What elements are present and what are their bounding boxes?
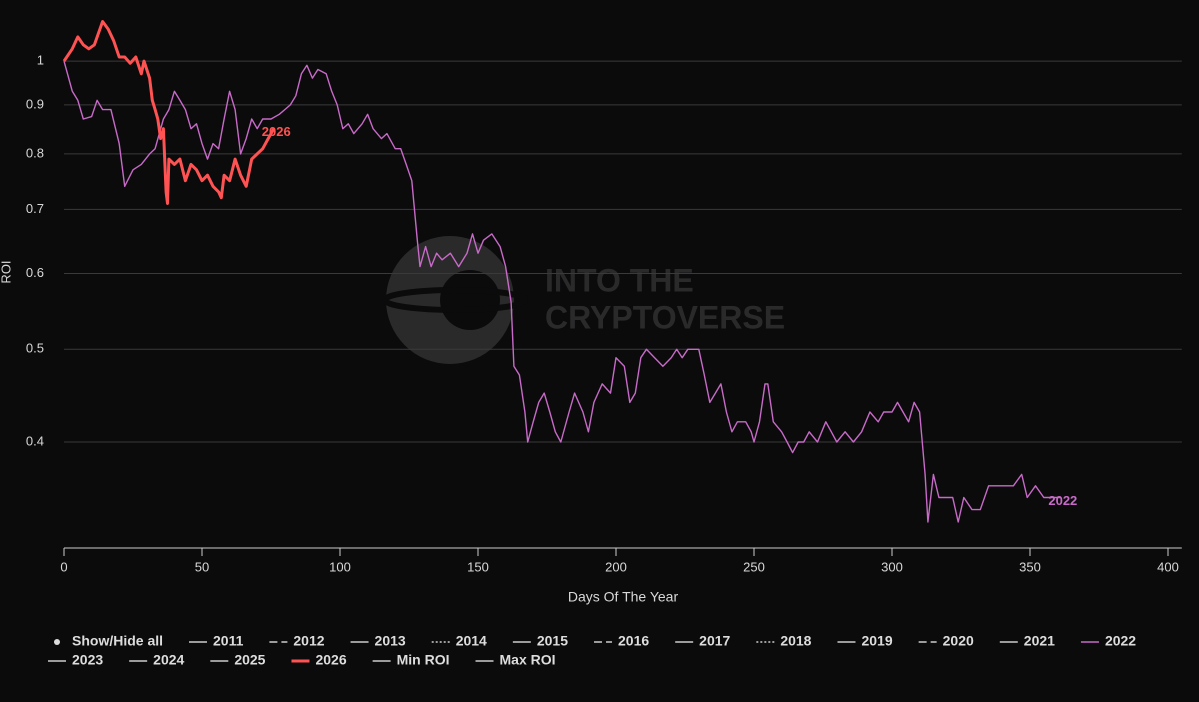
legend-item[interactable]: 2020 xyxy=(918,633,974,649)
x-tick-label: 250 xyxy=(743,559,765,574)
legend-item[interactable]: Max ROI xyxy=(475,652,556,668)
legend-item[interactable]: 2023 xyxy=(48,652,103,668)
watermark-text: INTO THE xyxy=(545,262,694,298)
legend-text: 2013 xyxy=(375,633,406,649)
legend-text: 2011 xyxy=(213,633,244,649)
y-tick-label: 0.4 xyxy=(26,433,44,448)
legend-item[interactable]: 2017 xyxy=(675,633,731,649)
y-tick-label: 0.9 xyxy=(26,96,44,111)
x-tick-label: 400 xyxy=(1157,559,1179,574)
legend-item[interactable]: 2015 xyxy=(512,633,568,649)
legend-item[interactable]: 2026 xyxy=(291,652,347,668)
legend-item[interactable]: 2022 xyxy=(1080,633,1136,649)
series-end-label: 2026 xyxy=(262,124,291,139)
legend-item[interactable]: 2025 xyxy=(210,652,266,668)
x-tick-label: 350 xyxy=(1019,559,1041,574)
legend-item[interactable]: 2024 xyxy=(129,652,185,668)
legend-dot xyxy=(54,639,60,645)
legend-text: Max ROI xyxy=(500,652,556,668)
legend-toggle[interactable]: Show/Hide all xyxy=(54,633,163,649)
legend-toggle-text: Show/Hide all xyxy=(72,633,163,649)
legend-item[interactable]: 2012 xyxy=(269,633,325,649)
legend-text: 2020 xyxy=(943,633,974,649)
x-tick-label: 50 xyxy=(195,559,209,574)
legend-text: 2021 xyxy=(1024,633,1055,649)
series-end-label: 2022 xyxy=(1048,493,1077,508)
legend-item[interactable]: Min ROI xyxy=(372,652,450,668)
legend-item[interactable]: 2016 xyxy=(594,633,649,649)
x-tick-label: 150 xyxy=(467,559,489,574)
y-tick-label: 0.7 xyxy=(26,201,44,216)
logo-ring xyxy=(382,287,528,313)
legend-text: 2019 xyxy=(861,633,892,649)
y-tick-label: 0.6 xyxy=(26,265,44,280)
x-tick-label: 300 xyxy=(881,559,903,574)
legend-item[interactable]: 2014 xyxy=(431,633,487,649)
watermark-logo: INTO THE CRYPTOVERSE xyxy=(382,236,785,364)
legend-item[interactable]: 2013 xyxy=(350,633,406,649)
legend-text: 2024 xyxy=(153,652,184,668)
legend-text: 2017 xyxy=(699,633,730,649)
legend-text: 2014 xyxy=(456,633,487,649)
x-tick-label: 0 xyxy=(60,559,67,574)
series-line xyxy=(63,60,1061,523)
legend-text: 2015 xyxy=(537,633,568,649)
series-line xyxy=(62,20,276,205)
logo-circle xyxy=(386,236,514,364)
legend-item[interactable]: 2011 xyxy=(189,633,244,649)
y-axis-label: ROI xyxy=(0,260,13,283)
legend-text: 2025 xyxy=(234,652,265,668)
y-tick-label: 1 xyxy=(37,53,44,68)
legend-text: Min ROI xyxy=(397,652,450,668)
x-tick-label: 200 xyxy=(605,559,627,574)
logo-hole xyxy=(440,270,500,330)
y-tick-label: 0.8 xyxy=(26,145,44,160)
legend-text: 2016 xyxy=(618,633,649,649)
legend-text: 2026 xyxy=(315,652,346,668)
y-tick-label: 0.5 xyxy=(26,341,44,356)
legend-text: 2022 xyxy=(1105,633,1136,649)
x-tick-label: 100 xyxy=(329,559,351,574)
x-axis-label: Days Of The Year xyxy=(568,589,679,605)
legend-item[interactable]: 2019 xyxy=(837,633,893,649)
legend-text: 2018 xyxy=(780,633,811,649)
legend-item[interactable]: 2021 xyxy=(999,633,1055,649)
legend-item[interactable]: 2018 xyxy=(756,633,812,649)
legend-text: 2023 xyxy=(72,652,103,668)
watermark-text: CRYPTOVERSE xyxy=(545,299,785,335)
legend-text: 2012 xyxy=(293,633,324,649)
